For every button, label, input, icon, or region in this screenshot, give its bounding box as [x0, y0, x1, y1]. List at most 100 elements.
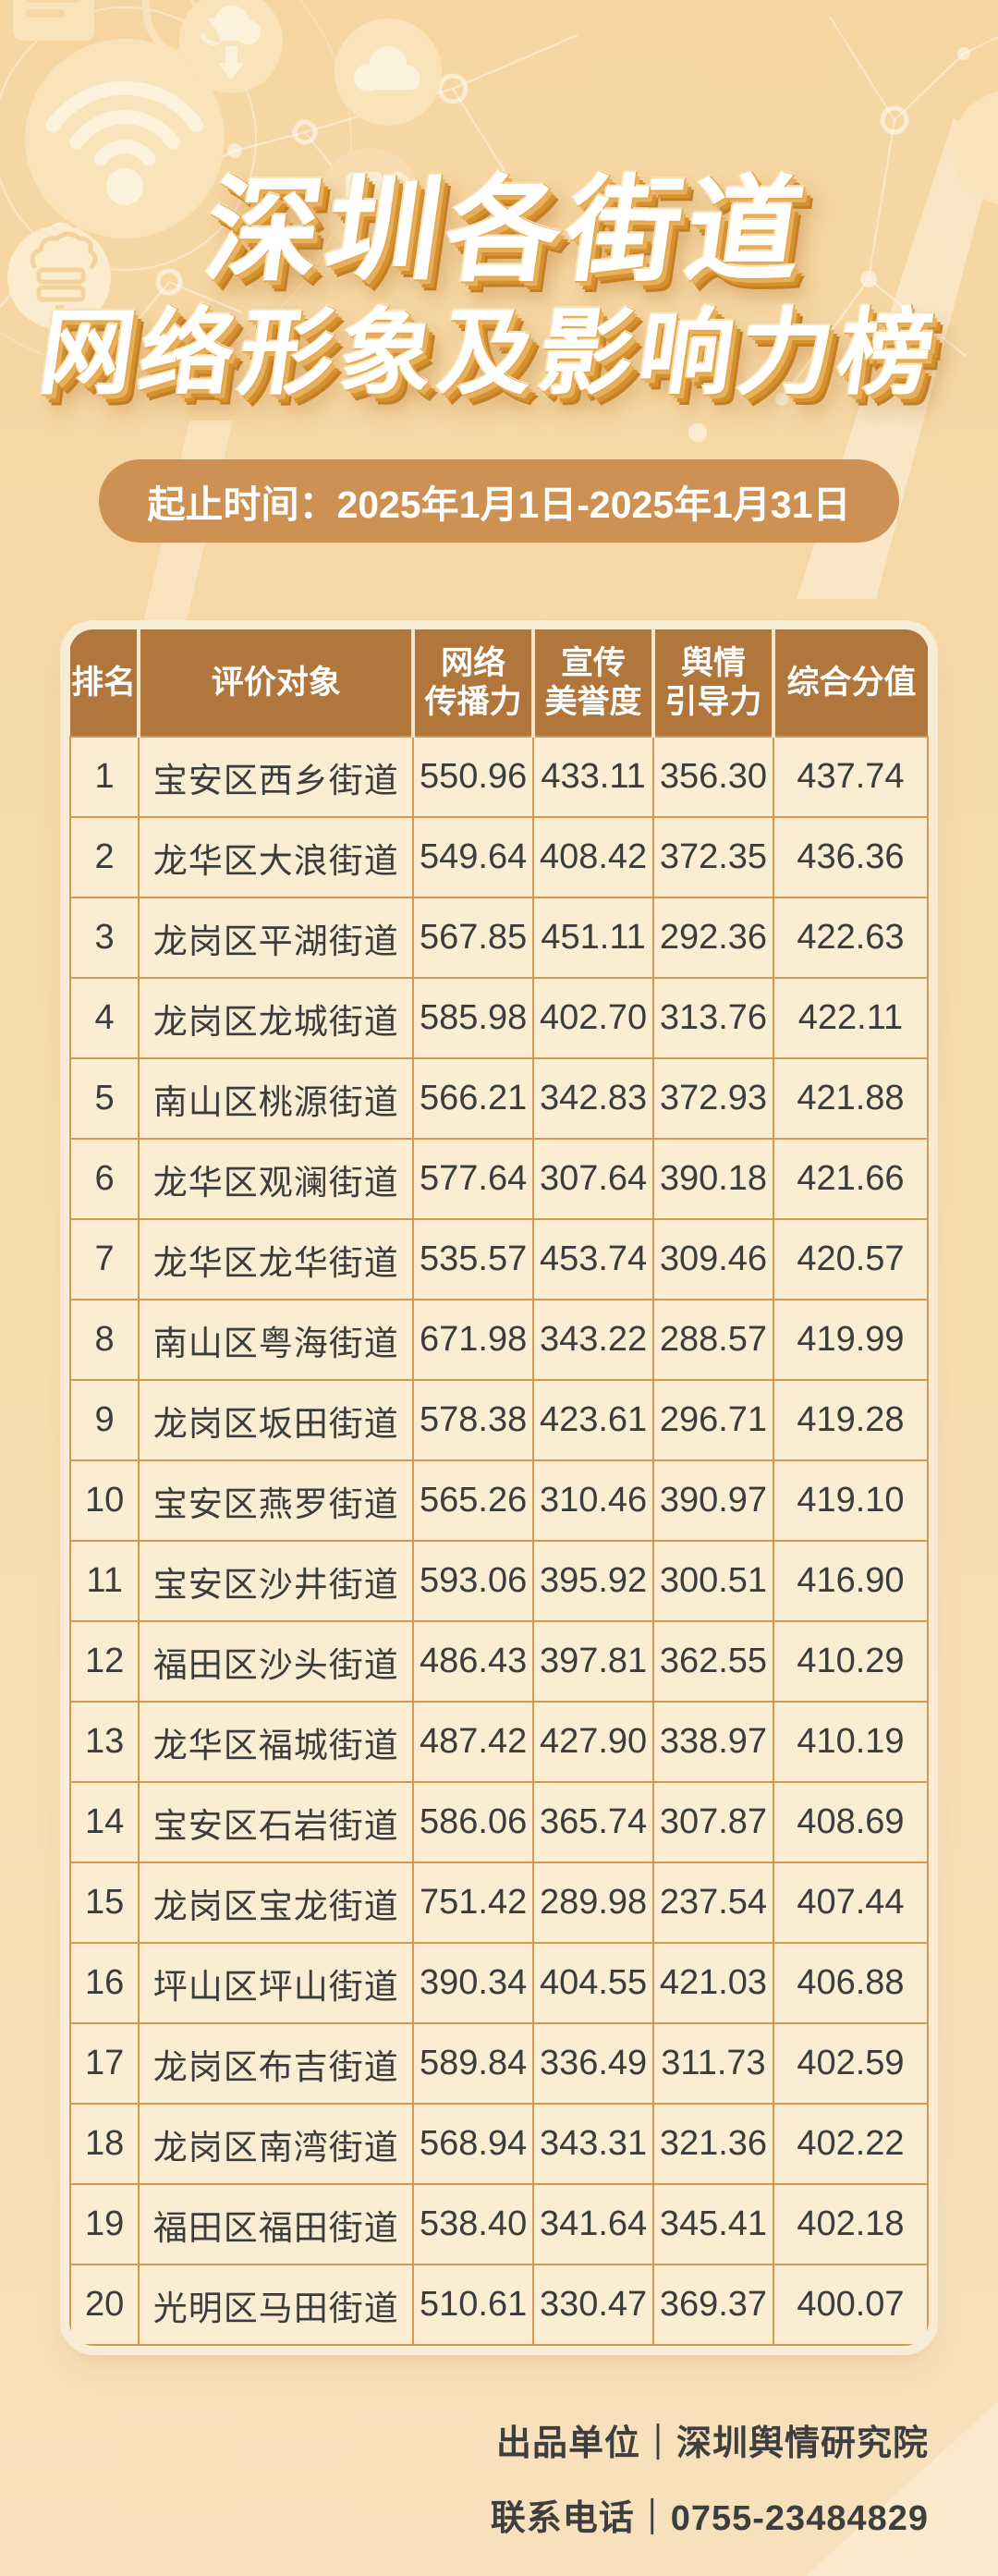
table-row: 5 南山区桃源街道 566.21 342.83 372.93 421.88 [69, 1057, 929, 1141]
opinion-guidance-cell: 313.76 [652, 977, 774, 1060]
composite-score-cell: 437.74 [772, 736, 929, 819]
composite-score-cell: 419.10 [772, 1459, 929, 1543]
street-cell: 龙华区观澜街道 [138, 1138, 415, 1221]
street-cell: 龙华区大浪街道 [138, 816, 415, 899]
composite-score-cell: 422.11 [772, 977, 929, 1060]
header-reputation: 宣传 美誉度 [533, 629, 656, 738]
reputation-cell: 343.22 [532, 1299, 655, 1382]
table-row: 12 福田区沙头街道 486.43 397.81 362.55 410.29 [69, 1620, 929, 1703]
opinion-guidance-cell: 362.55 [652, 1620, 774, 1703]
street-cell: 宝安区沙井街道 [138, 1540, 415, 1623]
reputation-cell: 451.11 [532, 897, 655, 980]
table-row: 10 宝安区燕罗街道 565.26 310.46 390.97 419.10 [69, 1459, 929, 1543]
table-row: 1 宝安区西乡街道 550.96 433.11 356.30 437.74 [69, 736, 929, 819]
opinion-guidance-cell: 345.41 [652, 2183, 774, 2266]
composite-score-cell: 402.22 [772, 2103, 929, 2186]
reputation-cell: 423.61 [532, 1379, 655, 1462]
composite-score-cell: 421.88 [772, 1057, 929, 1141]
opinion-guidance-cell: 369.37 [652, 2264, 774, 2347]
date-range-banner: 起止时间：2025年1月1日-2025年1月31日 [99, 459, 899, 543]
network-spread-cell: 589.84 [412, 2022, 535, 2106]
network-spread-cell: 487.42 [412, 1701, 535, 1784]
header-network-spread: 网络 传播力 [413, 629, 536, 738]
composite-score-cell: 416.90 [772, 1540, 929, 1623]
street-cell: 龙岗区平湖街道 [138, 897, 415, 980]
street-cell: 龙岗区布吉街道 [138, 2022, 415, 2106]
opinion-guidance-cell: 321.36 [652, 2103, 774, 2186]
poster-title-line2: 网络形象及影响力榜 [32, 299, 946, 406]
opinion-guidance-cell: 390.18 [652, 1138, 774, 1221]
opinion-guidance-cell: 307.87 [652, 1781, 774, 1864]
producer-line: 出品单位｜深圳舆情研究院 [495, 2424, 929, 2464]
composite-score-cell: 407.44 [772, 1862, 929, 1945]
table-row: 11 宝安区沙井街道 593.06 395.92 300.51 416.90 [69, 1540, 929, 1623]
rank-cell: 9 [69, 1379, 140, 1462]
wifi-icon [0, 0, 352, 371]
street-cell: 宝安区燕罗街道 [138, 1459, 415, 1543]
table-row: 3 龙岗区平湖街道 567.85 451.11 292.36 422.63 [69, 897, 929, 980]
composite-score-cell: 402.59 [772, 2022, 929, 2106]
reputation-cell: 336.49 [532, 2022, 655, 2106]
reputation-cell: 307.64 [532, 1138, 655, 1221]
street-cell: 龙岗区南湾街道 [138, 2103, 415, 2186]
composite-score-cell: 420.57 [772, 1218, 929, 1301]
composite-score-cell: 419.99 [772, 1299, 929, 1382]
table-row: 16 坪山区坪山街道 390.34 404.55 421.03 406.88 [69, 1942, 929, 2025]
street-cell: 福田区福田街道 [138, 2183, 415, 2266]
street-cell: 南山区桃源街道 [138, 1057, 415, 1141]
network-nodes [46, 73, 909, 296]
opinion-guidance-cell: 300.51 [652, 1540, 774, 1623]
network-spread-cell: 567.85 [412, 897, 535, 980]
rank-cell: 16 [69, 1942, 140, 2025]
rank-cell: 11 [69, 1540, 140, 1623]
rank-cell: 15 [69, 1862, 140, 1945]
table-row: 7 龙华区龙华街道 535.57 453.74 309.46 420.57 [69, 1218, 929, 1301]
table-row: 14 宝安区石岩街道 586.06 365.74 307.87 408.69 [69, 1781, 929, 1864]
network-spread-cell: 593.06 [412, 1540, 535, 1623]
opinion-guidance-cell: 338.97 [652, 1701, 774, 1784]
reputation-cell: 310.46 [532, 1459, 655, 1543]
cloud-icon [335, 18, 442, 126]
network-spread-cell: 486.43 [412, 1620, 535, 1703]
network-spread-cell: 510.61 [412, 2264, 535, 2347]
network-spread-cell: 550.96 [412, 736, 535, 819]
rank-cell: 7 [69, 1218, 140, 1301]
ranking-table-card: 排名 评价对象 网络 传播力 宣传 美誉度 舆情 引导力 综合分值 1 宝安区西乡… [69, 629, 929, 2347]
reputation-cell: 330.47 [532, 2264, 655, 2347]
monitor-icon [13, 0, 94, 41]
corner-circle [952, 92, 998, 204]
header-rank: 排名 [70, 629, 141, 738]
street-cell: 龙华区福城街道 [138, 1701, 415, 1784]
table-row: 6 龙华区观澜街道 577.64 307.64 390.18 421.66 [69, 1138, 929, 1221]
rank-cell: 13 [69, 1701, 140, 1784]
table-row: 13 龙华区福城街道 487.42 427.90 338.97 410.19 [69, 1701, 929, 1784]
table-row: 8 南山区粤海街道 671.98 343.22 288.57 419.99 [69, 1299, 929, 1382]
network-dots [227, 47, 970, 442]
header-street: 评价对象 [139, 629, 416, 738]
composite-score-cell: 422.63 [772, 897, 929, 980]
reputation-cell: 395.92 [532, 1540, 655, 1623]
header-composite-score: 综合分值 [773, 629, 928, 738]
opinion-guidance-cell: 372.93 [652, 1057, 774, 1141]
network-spread-cell: 578.38 [412, 1379, 535, 1462]
rank-cell: 3 [69, 897, 140, 980]
reputation-cell: 289.98 [532, 1862, 655, 1945]
table-row: 2 龙华区大浪街道 549.64 408.42 372.35 436.36 [69, 816, 929, 899]
network-spread-cell: 390.34 [412, 1942, 535, 2025]
composite-score-cell: 436.36 [772, 816, 929, 899]
phone-wifi-icon [319, 148, 420, 250]
street-cell: 光明区马田街道 [138, 2264, 415, 2347]
rank-cell: 6 [69, 1138, 140, 1221]
rank-cell: 10 [69, 1459, 140, 1543]
street-cell: 宝安区西乡街道 [138, 736, 415, 819]
footer: 出品单位｜深圳舆情研究院 联系电话｜0755-23484829 [69, 2414, 929, 2540]
opinion-guidance-cell: 311.73 [652, 2022, 774, 2106]
ranking-table: 排名 评价对象 网络 传播力 宣传 美誉度 舆情 引导力 综合分值 1 宝安区西乡… [69, 629, 929, 2347]
poster-title: 深圳各街道 网络形象及影响力榜 [0, 167, 998, 406]
composite-score-cell: 406.88 [772, 1942, 929, 2025]
network-spread-cell: 538.40 [412, 2183, 535, 2266]
opinion-guidance-cell: 372.35 [652, 816, 774, 899]
reputation-cell: 433.11 [532, 736, 655, 819]
rank-cell: 14 [69, 1781, 140, 1864]
network-spread-cell: 566.21 [412, 1057, 535, 1141]
